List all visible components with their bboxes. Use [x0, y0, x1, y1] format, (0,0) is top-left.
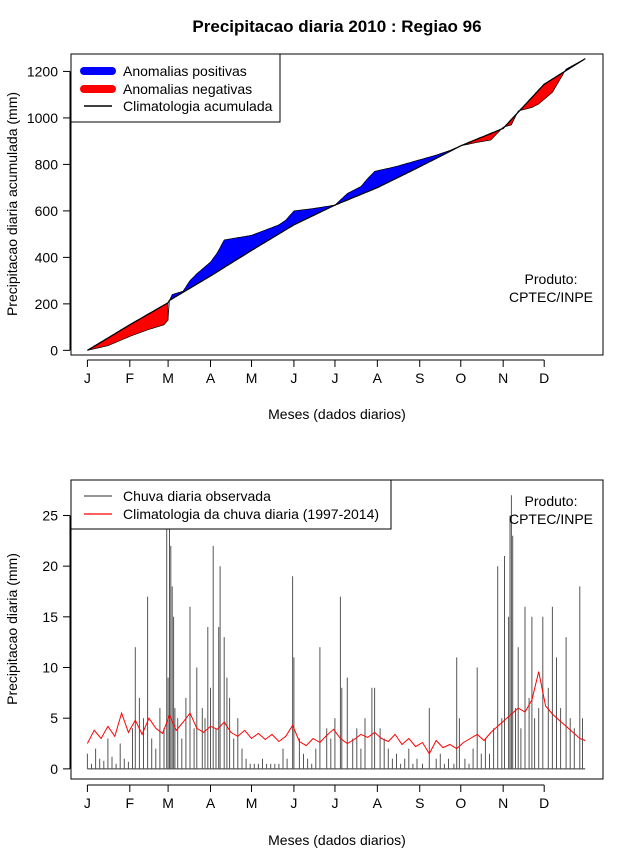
x-tick-label: J	[331, 795, 338, 811]
climatology-daily-line	[86, 671, 586, 755]
y-tick-label: 200	[35, 296, 59, 312]
daily-panel: 0 5 10 15 20 25 J F M A M J J A S O N D Meses (dados dia…	[4, 479, 604, 848]
daily-climatology	[86, 671, 586, 755]
cumulative-plot-frame	[70, 53, 604, 356]
x-tick-label: D	[539, 795, 549, 811]
x-tick-label: F	[126, 795, 135, 811]
x-tick-label: F	[126, 370, 135, 386]
x-tick-label: S	[415, 370, 424, 386]
x-tick-label: M	[162, 370, 174, 386]
x-tick-label: J	[290, 795, 297, 811]
x-tick-label: M	[246, 370, 258, 386]
x-tick-label: J	[331, 370, 338, 386]
y-tick-label: 5	[50, 710, 58, 726]
cumulative-y-axis: 0 200 400 600 800 1000 1200	[27, 63, 71, 358]
cumulative-x-label: Meses (dados diarios)	[268, 406, 406, 422]
daily-legend: Chuva diaria observada Climatologia da c…	[70, 479, 392, 530]
daily-y-label: Precipitacao diaria (mm)	[4, 553, 20, 705]
legend-label-negative: Anomalias negativas	[123, 81, 252, 97]
x-tick-label: A	[206, 370, 216, 386]
product-source-2: CPTEC/INPE	[509, 511, 593, 527]
observed-cumulative-line	[87, 58, 586, 351]
daily-y-axis: 0 5 10 15 20 25	[42, 507, 71, 777]
climatology-cumulative-line	[87, 58, 586, 351]
x-tick-label: J	[84, 795, 91, 811]
daily-x-label: Meses (dados diarios)	[268, 832, 406, 848]
product-source: CPTEC/INPE	[509, 289, 593, 305]
x-tick-label: O	[455, 795, 466, 811]
cumulative-lines	[87, 58, 586, 351]
legend-label-clim-daily: Climatologia da chuva diaria (1997-2014)	[123, 506, 379, 522]
cumulative-y-label: Precipitacao diaria acumulada (mm)	[4, 92, 20, 316]
y-tick-label: 10	[42, 660, 58, 676]
product-label-2: Produto:	[525, 493, 578, 509]
x-tick-label: A	[206, 795, 216, 811]
x-tick-label: A	[373, 795, 383, 811]
y-tick-label: 1200	[27, 63, 58, 79]
y-tick-label: 20	[42, 558, 58, 574]
cumulative-legend: Anomalias positivas Anomalias negativas …	[70, 53, 281, 123]
y-tick-label: 1000	[27, 110, 58, 126]
x-tick-label: J	[84, 370, 91, 386]
x-tick-label: D	[539, 370, 549, 386]
x-tick-label: M	[162, 795, 174, 811]
y-tick-label: 400	[35, 249, 59, 265]
y-tick-label: 800	[35, 156, 59, 172]
daily-legend-box	[70, 479, 392, 530]
chart-title: Precipitacao diaria 2010 : Regiao 96	[192, 17, 481, 36]
x-tick-label: O	[455, 370, 466, 386]
x-tick-label: A	[373, 370, 383, 386]
cumulative-panel: 0 200 400 600 800 1000 1200 J F M A M J J A S O N D Meses…	[4, 53, 604, 422]
y-tick-label: 25	[42, 507, 58, 523]
x-tick-label: N	[498, 370, 508, 386]
x-tick-label: S	[415, 795, 424, 811]
x-tick-label: J	[290, 370, 297, 386]
product-label: Produto:	[525, 271, 578, 287]
legend-label-climatology: Climatologia acumulada	[123, 98, 273, 114]
legend-label-positive: Anomalias positivas	[123, 63, 247, 79]
daily-bars	[86, 495, 586, 770]
negative-anomaly-area	[520, 71, 564, 111]
x-tick-label: N	[498, 795, 508, 811]
positive-anomaly-area	[168, 145, 461, 302]
x-tick-label: M	[246, 795, 258, 811]
legend-label-observed: Chuva diaria observada	[123, 488, 271, 504]
y-tick-label: 600	[35, 203, 59, 219]
y-tick-label: 15	[42, 609, 58, 625]
y-tick-label: 0	[50, 342, 58, 358]
y-tick-label: 0	[50, 761, 58, 777]
